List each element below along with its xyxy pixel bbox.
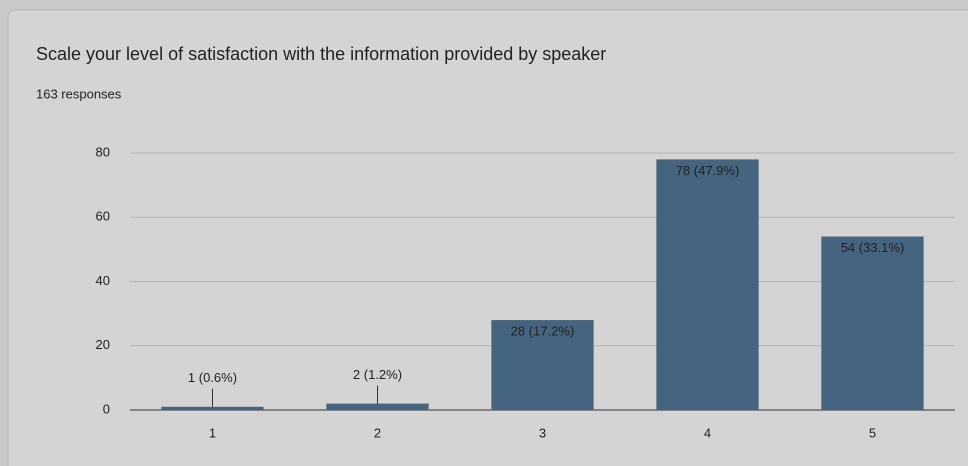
chart-subtitle: 163 responses	[36, 86, 122, 101]
bar	[491, 320, 594, 410]
y-tick-label: 0	[103, 401, 110, 416]
y-tick-label: 60	[96, 209, 110, 224]
x-tick-label: 5	[869, 425, 876, 440]
data-label: 28 (17.2%)	[511, 323, 575, 338]
chart-title: Scale your level of satisfaction with th…	[36, 44, 606, 64]
y-tick-label: 40	[96, 273, 110, 288]
y-tick-label: 20	[96, 337, 110, 352]
bar	[656, 159, 759, 410]
x-tick-label: 2	[374, 425, 381, 440]
data-label: 78 (47.9%)	[676, 163, 740, 178]
data-label: 2 (1.2%)	[353, 367, 402, 382]
x-tick-label: 4	[704, 425, 711, 440]
bar	[161, 406, 264, 410]
data-label: 1 (0.6%)	[188, 370, 237, 385]
x-tick-label: 1	[209, 425, 216, 440]
bar	[821, 236, 924, 410]
data-label: 54 (33.1%)	[841, 240, 905, 255]
bar	[326, 403, 429, 410]
x-tick-label: 3	[539, 425, 546, 440]
y-tick-label: 80	[96, 144, 110, 159]
